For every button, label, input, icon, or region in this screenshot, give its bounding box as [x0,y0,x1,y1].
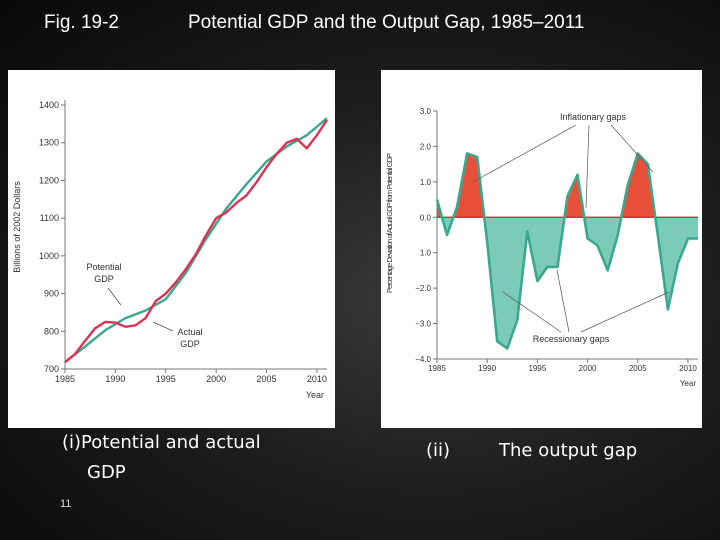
x-tick-label: 2010 [679,364,697,373]
recessionary-pointer-2 [556,269,570,333]
y-tick-label: 1.0 [420,178,432,187]
potential-annotation-line1: Potential [86,262,121,272]
x-tick-label: 2000 [579,364,597,373]
x-axis-label: Year [306,390,324,400]
y-axis-label: Percentage Deviation of Actual GDP from … [385,153,394,293]
y-tick-label: −2.0 [415,284,431,293]
slide-title: Potential GDP and the Output Gap, 1985–2… [188,12,585,33]
y-tick-label: 1.0 [420,249,432,258]
actual-gdp-line [64,119,328,364]
x-tick-label: 1995 [528,364,546,373]
output-gap-chart-panel: 3.0 2.0 1.0 0.0 1.0 −2.0 −3.0 −4.0 1985 1990 1995 2… [381,70,702,428]
x-tick-label: 2010 [307,374,327,384]
y-tick-label: 700 [44,364,59,374]
caption-left-line2: GDP [87,462,126,483]
x-tick-label: 1990 [478,364,496,373]
potential-gdp-line [64,117,328,364]
caption-right-number: (ii) [426,440,451,461]
x-tick-label: 2005 [629,364,647,373]
y-tick-label: 2.0 [420,142,432,151]
caption-right-text: The output gap [499,440,638,461]
inflationary-gap-area [437,153,698,218]
potential-actual-gdp-chart-panel: 700 800 900 1000 1100 1200 1300 1400 1985 1990 199… [8,70,335,428]
y-axis-label: Billions of 2002 Dollars [12,181,22,273]
x-tick-label: 1985 [428,364,446,373]
y-tick-label: 0.0 [420,213,432,222]
output-gap-line [435,152,698,350]
actual-annotation-pointer [152,321,174,332]
y-tick-label: 1300 [39,138,59,148]
y-tick-label: −4.0 [415,355,431,364]
potential-actual-gdp-chart: 700 800 900 1000 1100 1200 1300 1400 1985 1990 199… [12,100,328,400]
x-tick-label: 1985 [55,374,75,384]
slide-number: 11 [60,498,72,510]
recessionary-pointer-3 [580,291,670,333]
inflationary-pointer-1 [472,124,577,183]
actual-annotation-line1: Actual [177,327,202,337]
actual-annotation-line2: GDP [180,339,200,349]
recessionary-gap-area [437,217,698,349]
y-tick-label: 1200 [39,175,59,185]
figure-label: Fig. 19-2 [44,12,119,33]
potential-annotation-pointer [107,287,122,306]
y-tick-label: −3.0 [415,320,431,329]
x-tick-label: 2000 [206,374,226,384]
y-tick-label: 1100 [40,213,59,223]
y-tick-label: 900 [44,289,59,299]
inflationary-pointer-2 [585,124,590,209]
potential-annotation-line2: GDP [94,274,114,284]
recessionary-gaps-label: Recessionary gaps [533,334,610,344]
recessionary-pointer-1 [502,291,562,333]
x-tick-label: 1995 [156,374,176,384]
x-axis-label: Year [680,379,697,388]
x-tick-label: 1990 [105,374,125,384]
y-tick-label: 1000 [39,251,59,261]
inflationary-gaps-label: Inflationary gaps [560,112,627,122]
slide-title-bar: Fig. 19-2 Potential GDP and the Output G… [0,12,720,42]
y-tick-label: 800 [44,326,59,336]
x-tick-label: 2005 [257,374,277,384]
y-tick-label: 1400 [39,100,59,110]
caption-left-line1: (i)Potential and actual [62,432,261,453]
inflationary-pointer-3 [610,124,654,173]
y-tick-label: 3.0 [420,107,432,116]
